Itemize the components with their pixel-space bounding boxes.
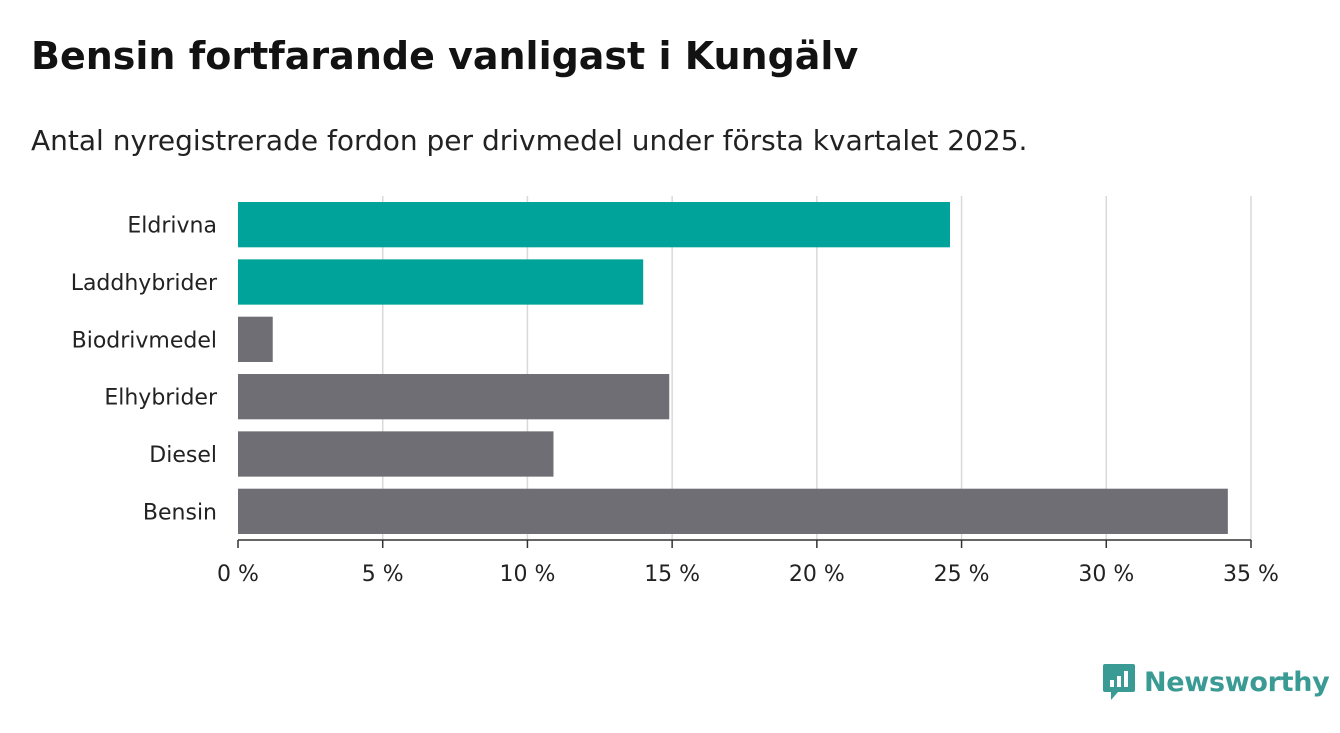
x-tick-label: 30 % xyxy=(1078,562,1134,587)
bar-biodrivmedel xyxy=(238,316,273,362)
bar-laddhybrider xyxy=(238,259,644,305)
category-label: Biodrivmedel xyxy=(72,328,217,353)
brand: Newsworthy xyxy=(1102,662,1330,702)
x-tick-label: 5 % xyxy=(362,562,404,587)
brand-name: Newsworthy xyxy=(1144,666,1330,698)
chart-subtitle: Antal nyregistrerade fordon per drivmede… xyxy=(31,124,1028,157)
bar-elhybrider xyxy=(238,374,670,420)
x-axis: 0 % 5 % 10 % 15 % 20 % 25 % 30 % 35 % xyxy=(217,539,1279,587)
x-tick-label: 35 % xyxy=(1223,562,1279,587)
x-tick-label: 25 % xyxy=(934,562,990,587)
bar-diesel xyxy=(238,431,554,477)
bar-eldrivna xyxy=(238,202,950,248)
category-label: Bensin xyxy=(143,500,217,525)
newsworthy-logo-icon xyxy=(1103,664,1135,700)
category-label: Diesel xyxy=(149,443,217,468)
x-tick-label: 20 % xyxy=(789,562,845,587)
chart-title: Bensin fortfarande vanligast i Kungälv xyxy=(31,34,859,78)
x-tick-label: 0 % xyxy=(217,562,259,587)
x-tick-label: 15 % xyxy=(644,562,700,587)
category-labels: Eldrivna Laddhybrider Biodrivmedel Elhybrid… xyxy=(71,214,218,526)
category-label: Eldrivna xyxy=(127,214,217,239)
x-tick-label: 10 % xyxy=(499,562,555,587)
category-label: Elhybrider xyxy=(104,386,218,411)
bar-bensin xyxy=(238,488,1228,534)
category-label: Laddhybrider xyxy=(71,271,218,296)
grid-lines xyxy=(381,196,1252,540)
bars xyxy=(238,202,1228,534)
